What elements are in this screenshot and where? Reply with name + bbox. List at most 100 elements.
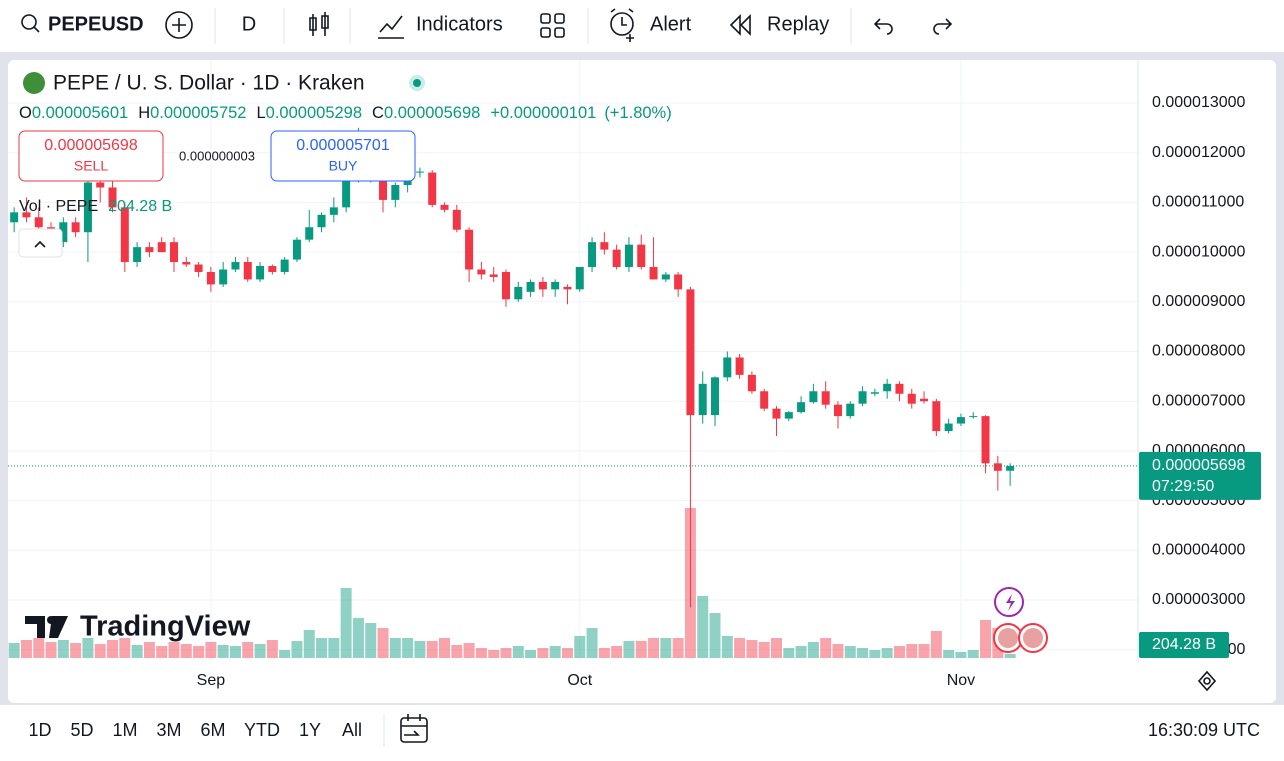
volume-bar [279,650,291,658]
volume-bar [623,641,635,658]
volume-bar [180,644,192,658]
candle-body [428,172,437,205]
volume-bar [648,638,660,658]
candle-body [920,398,929,402]
settings-button[interactable] [1197,670,1217,692]
buy-label[interactable]: BUY [329,158,358,174]
volume-bar [143,642,155,658]
volume-bar [857,648,869,658]
sell-button[interactable]: 0.000005698 SELL [18,130,164,182]
candle-body [981,416,990,464]
candle-body [575,267,584,290]
candle-body [22,212,31,218]
volume-bar [549,646,561,658]
buy-price[interactable]: 0.000005701 [296,137,390,154]
candle-body [465,229,474,270]
volume-bar [475,648,487,658]
candle-body [108,187,117,208]
candle-body [96,182,105,188]
indicators-button[interactable]: Indicators [378,13,503,39]
events[interactable] [993,587,1048,653]
redo-button[interactable] [933,18,953,35]
volume-bar [734,638,746,658]
volume-bar [746,640,758,658]
indicators-label[interactable]: Indicators [416,13,503,35]
range-button[interactable]: 1M [112,720,137,740]
candle-body [71,222,80,233]
compare-button[interactable] [165,11,193,39]
candle-body [501,271,510,300]
buy-button[interactable]: 0.000005701 BUY [270,130,416,182]
volume-bar [869,650,881,658]
symbol[interactable]: PEPEUSD [48,13,144,35]
chart-type-button[interactable] [309,12,329,36]
candle-body [120,207,129,263]
y-tick-label: 0.000010000 [1152,243,1246,260]
volume-bar [402,638,414,658]
range-button[interactable]: 5D [70,720,93,740]
volume-bar [70,643,82,658]
close-value: 0.000005698 [384,104,480,122]
candle-body [870,392,879,394]
interval[interactable]: D [242,13,256,35]
volume-bar [672,638,684,658]
candle-body [600,242,609,250]
volume-bar [107,640,119,658]
volume-bar [807,642,819,658]
market-status-dot [413,79,421,87]
range-button[interactable]: 6M [200,720,225,740]
candle-body [329,207,338,215]
candle-body [133,247,142,263]
candle-body [956,417,965,424]
volume-bar [635,641,647,658]
grid [8,60,1138,662]
volume-bar [365,623,377,658]
volume-bar [537,648,549,658]
candle-body [784,412,793,419]
layouts-button[interactable] [540,13,565,38]
volume-bar [156,646,168,658]
candle-body [145,247,154,253]
candle-body [317,214,326,228]
candle-body [932,401,941,432]
volume-bar [598,648,610,658]
replay-label[interactable]: Replay [767,13,829,35]
candle-body [538,281,547,290]
range-button[interactable]: All [342,720,362,740]
volume-bar [574,636,586,658]
candle-body [83,182,92,233]
volume-bar [242,642,254,658]
alert-button[interactable]: Alert [610,8,692,42]
open-value: 0.000005601 [32,104,128,122]
chart-title: PEPE / U. S. Dollar · 1D · Kraken [53,72,365,95]
candle-body [723,357,732,378]
volume-bar [439,638,451,658]
volume-bar [94,644,106,658]
candle-body [551,281,560,290]
volume-bar [328,638,340,658]
ohlc-legend: O0.000005601 H0.000005752 L0.000005298 C0.0… [19,104,672,122]
candle-body [280,259,289,272]
alert-label[interactable]: Alert [650,13,692,35]
x-tick-label: Nov [947,672,975,689]
volume-bar [1004,653,1016,658]
range-button[interactable]: 1Y [299,720,321,740]
undo-button[interactable] [873,18,893,35]
volume-bar [193,646,205,658]
watermark: TradingView [25,611,251,643]
sell-price[interactable]: 0.000005698 [44,137,138,154]
volume-bar [20,640,32,658]
watermark-text: TradingView [80,611,251,643]
spread: 0.000000003 [179,148,255,163]
collapse-button[interactable] [18,228,63,258]
replay-button[interactable]: Replay [729,13,829,36]
range-button[interactable]: 3M [156,720,181,740]
symbol-search[interactable]: PEPEUSD [21,13,144,35]
sell-label[interactable]: SELL [74,158,108,174]
range-button[interactable]: 1D [28,720,51,740]
date-range-button[interactable] [400,714,428,743]
volume-bar [943,650,955,658]
candles [8,127,1138,608]
range-button[interactable]: YTD [244,720,280,740]
change: +0.000000101 [490,104,596,122]
